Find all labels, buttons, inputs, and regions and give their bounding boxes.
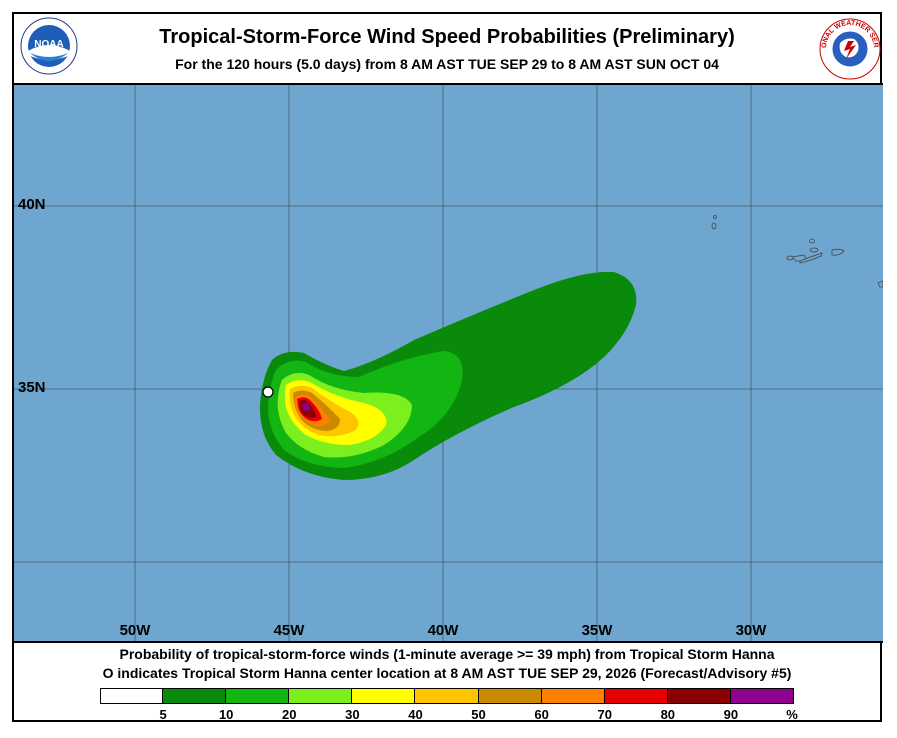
legend-swatch-4 bbox=[352, 688, 416, 704]
legend-label-10: % bbox=[786, 707, 798, 722]
legend-label-1: 10 bbox=[218, 707, 234, 722]
legend-label-8: 80 bbox=[660, 707, 676, 722]
legend-swatch-1 bbox=[163, 688, 227, 704]
lon-label-45w: 45W bbox=[273, 622, 305, 639]
island-corvo bbox=[713, 215, 717, 219]
legend-swatch-0 bbox=[100, 688, 164, 704]
island-terceira bbox=[831, 248, 845, 256]
legend-swatch-7 bbox=[541, 688, 605, 704]
nws-logo-icon: NATIONAL WEATHER SERVICE bbox=[818, 17, 881, 80]
island-pico bbox=[809, 247, 819, 253]
probability-contours bbox=[259, 271, 637, 480]
legend-swatch-5 bbox=[415, 688, 479, 704]
lat-label-40n: 40N bbox=[18, 196, 46, 213]
legend-swatch-2 bbox=[226, 688, 290, 704]
lon-label-50w: 50W bbox=[119, 622, 151, 639]
footer-description: Probability of tropical-storm-force wind… bbox=[119, 646, 775, 662]
legend-swatch-6 bbox=[478, 688, 542, 704]
island-sao-miguel bbox=[877, 280, 883, 288]
lat-label-35n: 35N bbox=[18, 379, 46, 396]
map-canvas bbox=[14, 85, 883, 641]
probability-map bbox=[14, 83, 883, 643]
legend-swatch-9 bbox=[667, 688, 731, 704]
legend-label-4: 40 bbox=[408, 707, 423, 722]
legend-border bbox=[100, 688, 794, 704]
legend-label-3: 30 bbox=[345, 707, 360, 722]
legend-label-9: 90 bbox=[723, 707, 739, 722]
lon-label-35w: 35W bbox=[581, 622, 613, 639]
legend-label-2: 20 bbox=[282, 707, 297, 722]
lon-label-30w: 30W bbox=[735, 622, 767, 639]
contour-90pct bbox=[301, 402, 311, 411]
noaa-logo-text: NOAA bbox=[34, 39, 63, 50]
legend-label-6: 60 bbox=[534, 707, 549, 722]
island-sao-jorge bbox=[799, 252, 823, 264]
azores-islands bbox=[711, 215, 883, 288]
legend-label-0: 5 bbox=[159, 707, 167, 722]
island-graciosa bbox=[809, 238, 815, 244]
header: Tropical-Storm-Force Wind Speed Probabil… bbox=[14, 14, 880, 82]
storm-center-marker-icon bbox=[262, 386, 274, 398]
noaa-logo-icon: NOAA bbox=[20, 17, 78, 75]
legend-swatch-8 bbox=[604, 688, 668, 704]
page-title: Tropical-Storm-Force Wind Speed Probabil… bbox=[159, 26, 735, 48]
legend-label-5: 50 bbox=[471, 707, 486, 722]
page-subtitle: For the 120 hours (5.0 days) from 8 AM A… bbox=[175, 56, 719, 72]
lon-label-40w: 40W bbox=[427, 622, 459, 639]
legend-label-7: 70 bbox=[597, 707, 612, 722]
legend-swatch-3 bbox=[289, 688, 353, 704]
island-faial bbox=[786, 255, 794, 261]
footer-center-note: O indicates Tropical Storm Hanna center … bbox=[102, 665, 792, 681]
island-flores bbox=[711, 222, 717, 230]
